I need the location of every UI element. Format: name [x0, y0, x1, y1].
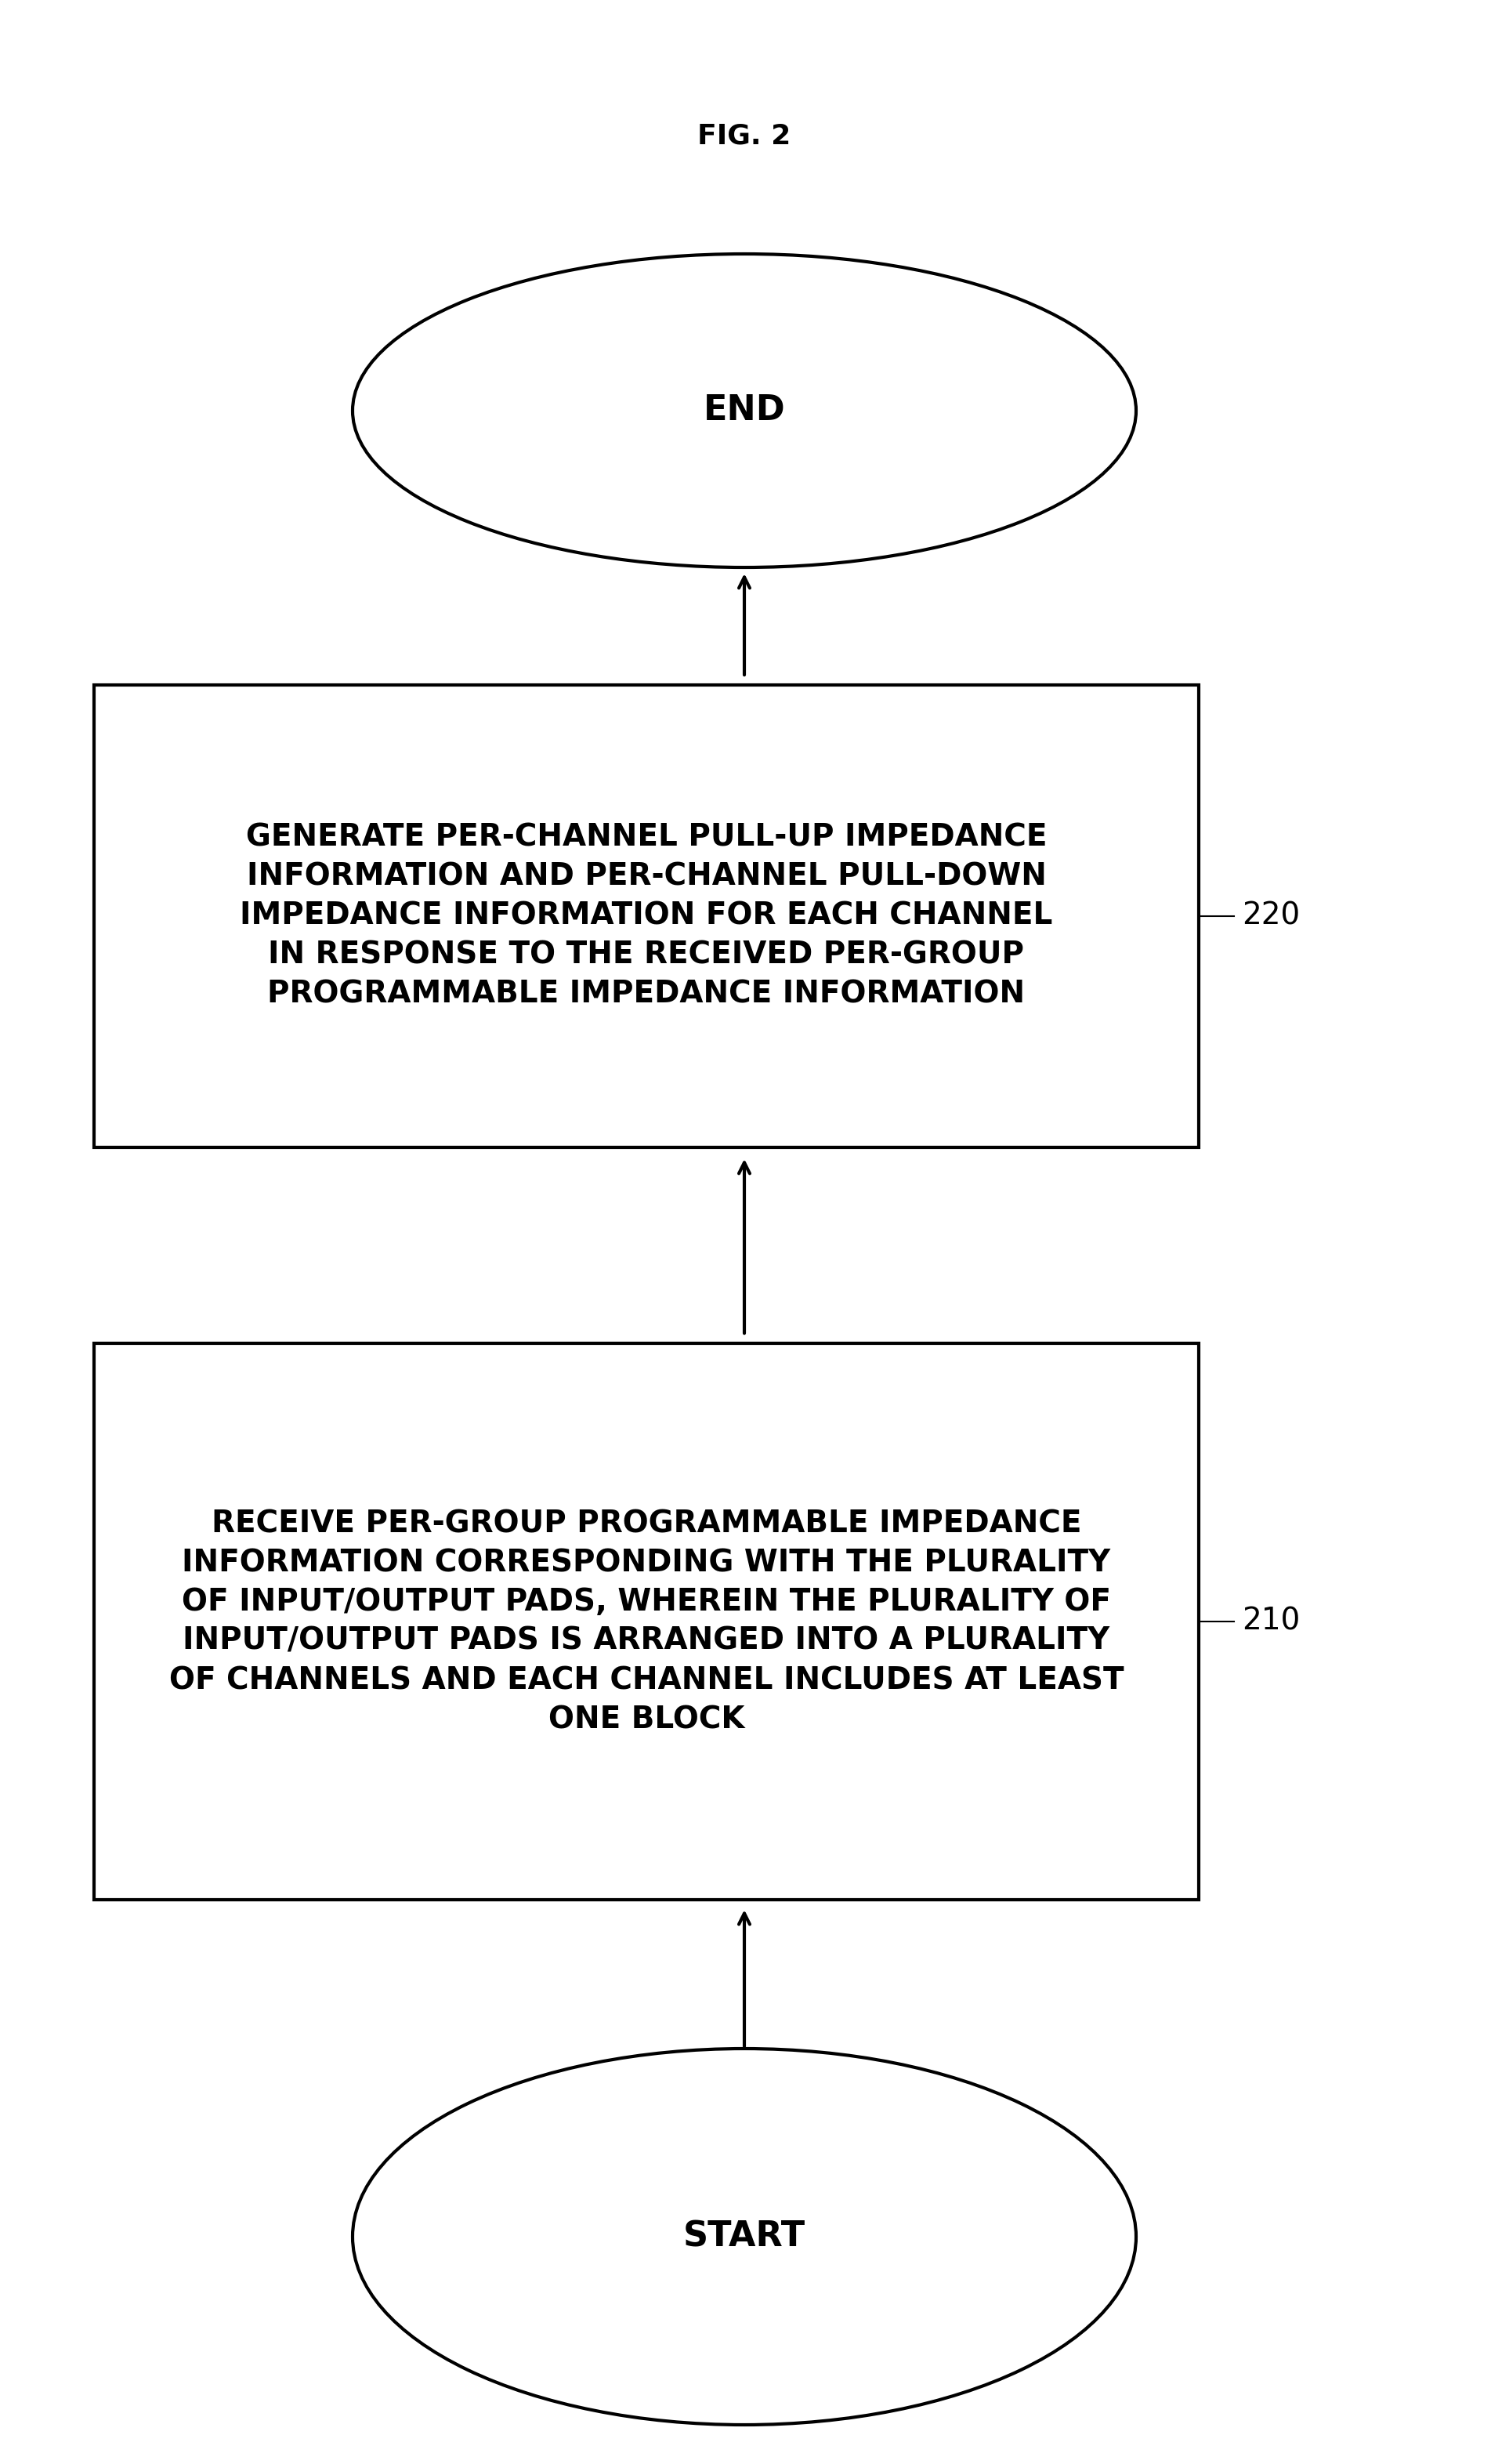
Text: RECEIVE PER-GROUP PROGRAMMABLE IMPEDANCE
INFORMATION CORRESPONDING WITH THE PLUR: RECEIVE PER-GROUP PROGRAMMABLE IMPEDANCE…	[168, 1508, 1124, 1735]
Text: 210: 210	[1242, 1607, 1300, 1636]
Text: START: START	[683, 2220, 805, 2255]
Text: END: END	[704, 394, 786, 429]
Text: 220: 220	[1242, 902, 1300, 931]
Text: FIG. 2: FIG. 2	[698, 123, 792, 150]
Text: GENERATE PER-CHANNEL PULL-UP IMPEDANCE
INFORMATION AND PER-CHANNEL PULL-DOWN
IMP: GENERATE PER-CHANNEL PULL-UP IMPEDANCE I…	[240, 823, 1053, 1010]
